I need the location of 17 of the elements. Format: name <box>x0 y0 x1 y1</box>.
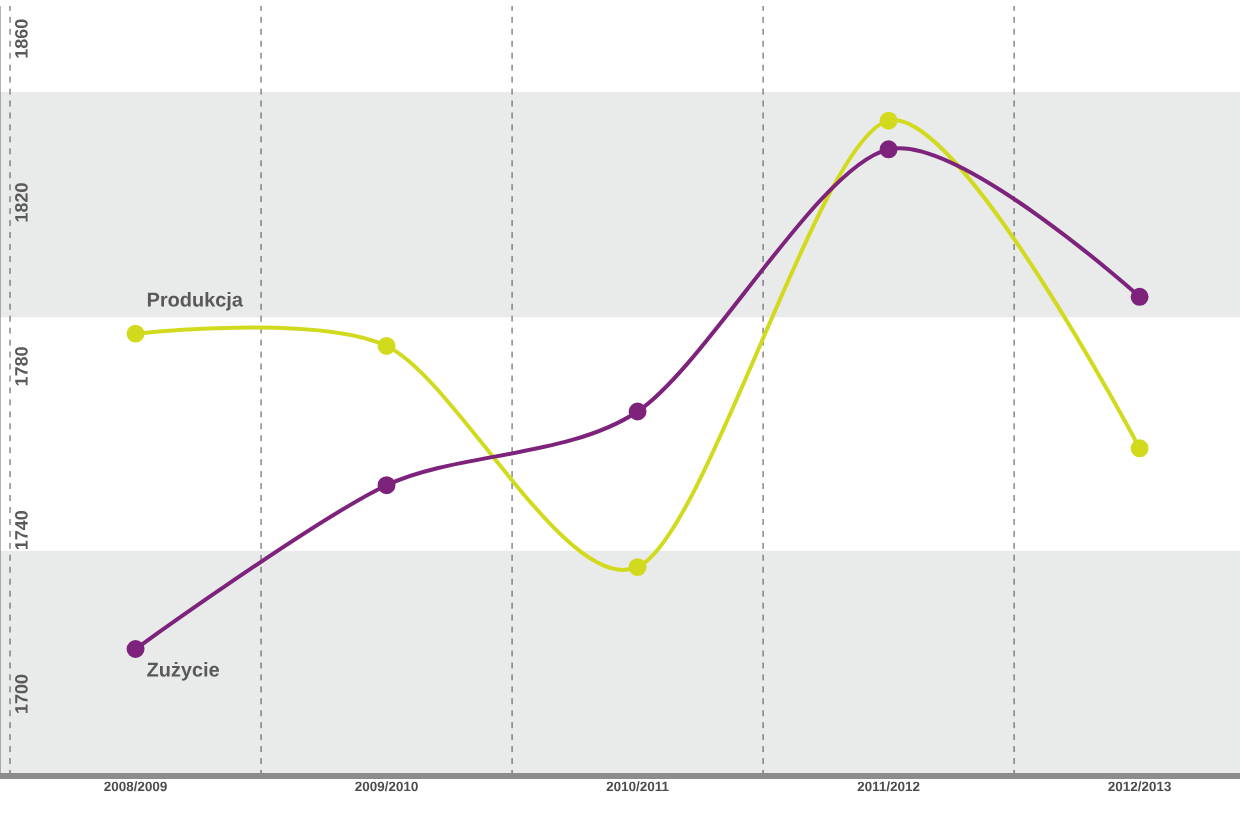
point <box>377 476 396 495</box>
point <box>377 336 396 355</box>
point <box>628 558 647 577</box>
point <box>126 640 145 658</box>
y-tick-label: 1740 <box>15 511 28 550</box>
y-tick-label: 1780 <box>15 347 28 386</box>
y-tick-label: 1820 <box>15 183 28 222</box>
point <box>879 140 898 159</box>
point <box>879 111 898 130</box>
point <box>126 324 145 343</box>
y-tick-label: 1860 <box>15 19 28 58</box>
y-tick-label: 1700 <box>15 674 28 713</box>
series-label: Zużycie <box>147 662 219 681</box>
point <box>1130 439 1149 458</box>
series-label: Produkcja <box>147 292 244 311</box>
point <box>628 402 647 421</box>
point <box>1130 287 1149 306</box>
